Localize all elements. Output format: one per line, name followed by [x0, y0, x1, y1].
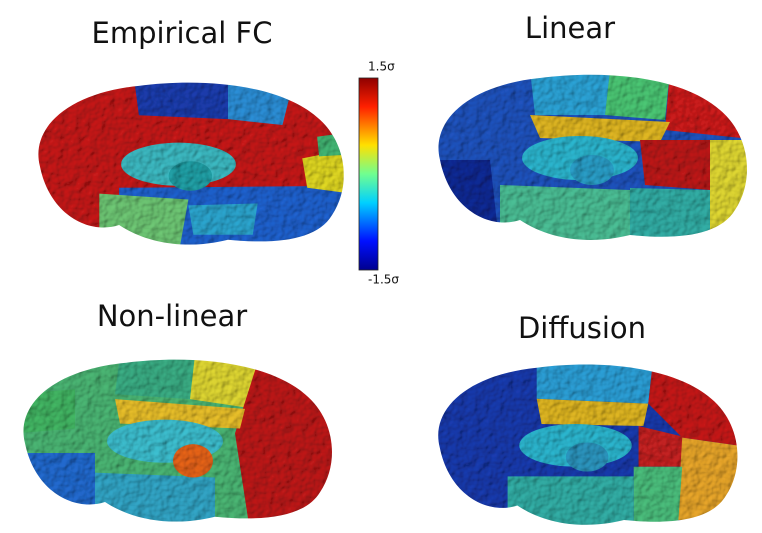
colorbar-max-label: 1.5σ	[368, 60, 395, 74]
brain-map	[438, 74, 748, 240]
brain-map	[38, 82, 344, 245]
brain-map	[438, 364, 738, 525]
panel-title: Empirical FC	[92, 16, 273, 50]
panel-title: Non-linear	[97, 299, 247, 333]
colorbar	[358, 77, 379, 271]
colorbar-min-label: -1.5σ	[368, 273, 399, 287]
panel-title: Linear	[525, 11, 615, 45]
panel-title: Diffusion	[518, 311, 646, 345]
brain-map	[23, 359, 333, 522]
